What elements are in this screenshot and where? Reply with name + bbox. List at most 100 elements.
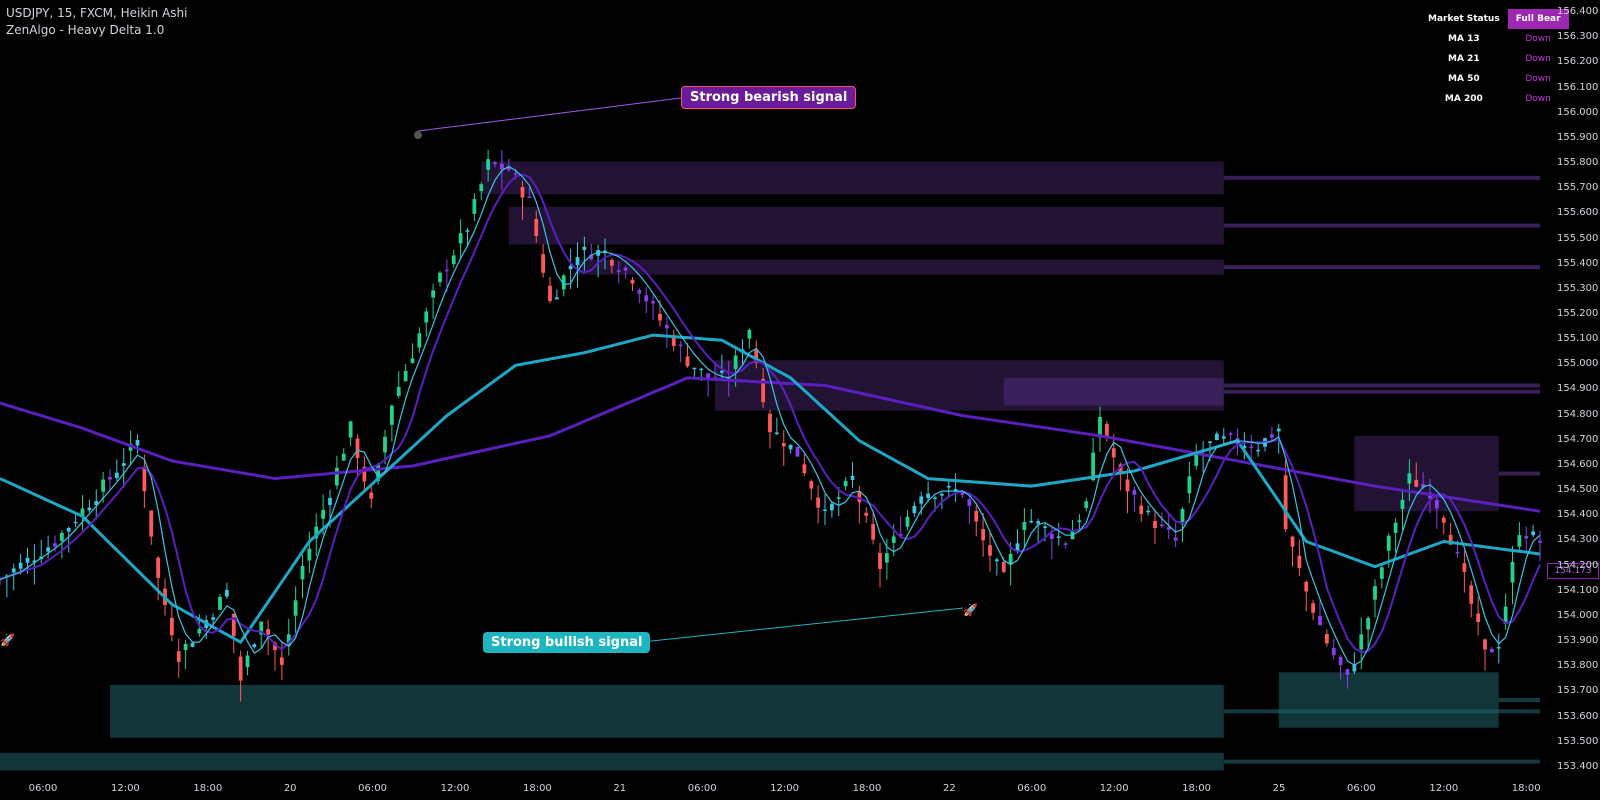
candle-body: [348, 421, 353, 438]
candle-body: [520, 186, 525, 198]
candle-body: [1276, 428, 1281, 432]
candle-body: [451, 255, 456, 264]
candle-body: [1379, 567, 1384, 579]
supply-zone: [481, 161, 1224, 195]
price-tick-label: 154.200: [1557, 559, 1599, 571]
candle-body: [32, 560, 37, 563]
bearish-marker: [414, 131, 422, 139]
candle-body: [1400, 499, 1405, 509]
candle-body: [238, 656, 243, 681]
supply-zone: [577, 259, 1224, 275]
candle-body: [499, 163, 504, 170]
candle-body: [135, 439, 140, 446]
symbol-title: USDJPY, 15, FXCM, Heikin Ashi: [6, 6, 188, 20]
candle-body: [1098, 416, 1102, 438]
candle-body: [829, 503, 834, 511]
candle-body: [108, 476, 112, 480]
candle-body: [266, 629, 271, 635]
candle-body: [527, 196, 532, 198]
ma-21-line: [0, 173, 1541, 654]
candle-body: [1352, 664, 1357, 672]
time-tick-label: 12:00: [770, 783, 800, 794]
candle-body: [286, 634, 291, 647]
candle-body: [761, 378, 766, 403]
time-tick-label: 12:00: [1099, 783, 1129, 794]
candle-body: [1476, 613, 1481, 623]
candle-body: [355, 438, 360, 459]
candle-body: [1538, 540, 1542, 543]
ma-13-line: [0, 165, 1541, 666]
candle-body: [651, 301, 656, 304]
time-tick-label: 12:00: [1429, 783, 1459, 794]
candle-body: [1132, 489, 1137, 495]
price-tick-label: 155.200: [1557, 307, 1599, 319]
candle-body: [1091, 452, 1096, 481]
price-tick-label: 155.300: [1557, 282, 1599, 294]
ma-200-line: [0, 376, 1541, 513]
price-tick-label: 154.700: [1557, 433, 1599, 445]
candle-body: [1297, 555, 1302, 569]
price-tick-label: 154.800: [1557, 408, 1599, 420]
time-tick-label: 25: [1272, 783, 1286, 794]
candle-body: [561, 275, 566, 290]
candle-body: [1036, 521, 1041, 524]
candle-body: [747, 329, 752, 339]
candle-body: [637, 289, 642, 294]
ma-row-label: MA 200: [1444, 94, 1483, 104]
candle-body: [1366, 618, 1371, 630]
candle-body: [905, 516, 910, 527]
time-tick-label: 18:00: [1511, 783, 1541, 794]
candle-body: [328, 497, 332, 505]
candle-body: [754, 349, 759, 363]
last-price-tag: 154.173: [1547, 563, 1599, 579]
candle-body: [424, 311, 429, 323]
candle-body: [1407, 473, 1412, 484]
candle-body: [493, 162, 497, 165]
supply-zone: [1354, 435, 1499, 512]
time-tick-label: 18:00: [1182, 783, 1212, 794]
candle-body: [1338, 656, 1343, 666]
candle-body: [871, 524, 876, 540]
candle-body: [609, 260, 614, 266]
candle-body: [486, 159, 491, 170]
demand-zone: [110, 684, 1224, 738]
candle-body: [307, 548, 312, 561]
candle-body: [719, 370, 724, 373]
candle-body: [1008, 553, 1013, 565]
candle-body: [1359, 634, 1364, 650]
candle-body: [314, 526, 319, 539]
price-tick-label: 156.200: [1557, 56, 1599, 68]
supply-zone: [508, 206, 1224, 245]
candle-body: [1015, 543, 1020, 551]
candle-body: [293, 600, 298, 616]
candle-body: [25, 557, 30, 563]
demand-zone-extension: [1223, 759, 1540, 764]
ma-row-label: MA 50: [1448, 74, 1480, 84]
candle-body: [1125, 479, 1130, 492]
candle-body: [1043, 526, 1047, 528]
candle-body: [149, 510, 154, 537]
candle-body: [1221, 436, 1226, 439]
candle-body: [245, 655, 250, 668]
rocket-icon: 🚀: [963, 603, 978, 617]
candle-body: [218, 596, 222, 610]
candle-body: [1448, 534, 1453, 545]
candle-body: [884, 553, 889, 563]
candle-body: [18, 562, 23, 569]
candle-body: [960, 492, 965, 495]
demand-zone: [0, 752, 1224, 771]
candle-body: [513, 173, 518, 175]
candle-body: [1441, 517, 1446, 523]
candle-body: [1510, 561, 1515, 583]
candle-body: [988, 545, 992, 556]
supply-zone-extension: [1498, 471, 1540, 476]
candle-body: [279, 657, 284, 665]
candle-body: [1386, 535, 1391, 551]
indicator-title: ZenAlgo - Heavy Delta 1.0: [6, 23, 165, 37]
candle-body: [1173, 537, 1178, 541]
ma-row-value: Down: [1525, 54, 1551, 64]
candle-body: [1304, 581, 1309, 592]
candle-body: [946, 485, 951, 488]
price-tick-label: 153.600: [1557, 710, 1599, 722]
